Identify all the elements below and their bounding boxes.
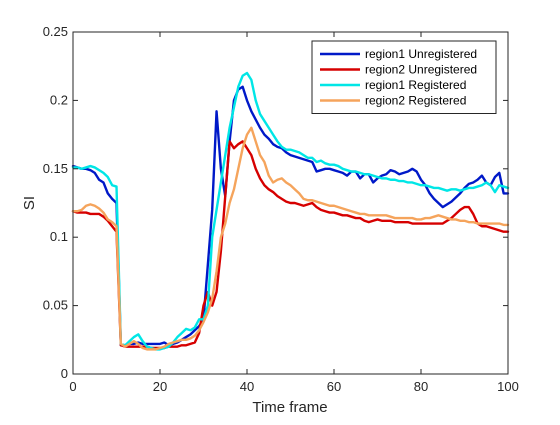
x-axis-label: Time frame — [252, 399, 327, 416]
y-tick-label: 0.05 — [43, 298, 68, 313]
x-tick-label: 0 — [69, 379, 76, 394]
series-line-4 — [71, 126, 510, 351]
y-tick-label: 0.15 — [43, 161, 68, 176]
y-axis-label: SI — [21, 196, 38, 210]
legend-label: region2 Unregistered — [365, 63, 477, 77]
y-tick-label: 0 — [61, 366, 68, 381]
x-tick-label: 40 — [240, 379, 254, 394]
legend-label: region1 Unregistered — [365, 47, 477, 61]
x-tick-label: 60 — [327, 379, 341, 394]
y-tick-label: 0.25 — [43, 24, 68, 39]
x-tick-label: 80 — [414, 379, 428, 394]
y-tick-label: 0.2 — [50, 92, 68, 107]
x-tick-label: 100 — [497, 379, 519, 394]
series-line-3 — [71, 71, 510, 351]
legend-label: region2 Registered — [365, 94, 466, 108]
x-tick-label: 20 — [153, 379, 167, 394]
y-tick-label: 0.1 — [50, 229, 68, 244]
tick-layer: 0 20 40 60 80 100 0 0.05 0.1 0.15 0.2 0.25 — [43, 24, 519, 394]
legend-label: region1 Registered — [365, 78, 466, 92]
plot-frame — [72, 31, 509, 375]
series-layer — [71, 71, 510, 351]
legend: region1 Unregistered region2 Unregistered… — [311, 40, 497, 114]
